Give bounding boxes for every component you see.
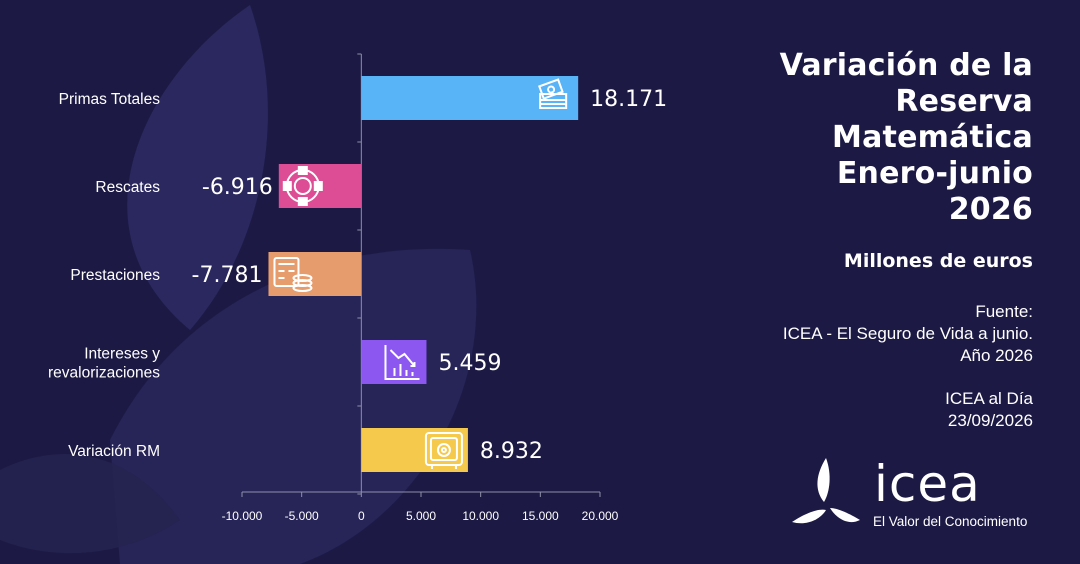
chart-title-line: Reserva xyxy=(895,84,1033,119)
x-tick-label: 15.000 xyxy=(522,509,559,523)
data-label: 18.171 xyxy=(590,87,667,112)
data-label: -7.781 xyxy=(192,263,263,288)
chart-subtitle: Millones de euros xyxy=(843,250,1033,272)
chart-title-line: 2026 xyxy=(948,192,1033,227)
publication-date: 23/09/2026 xyxy=(947,411,1033,430)
publication-name: ICEA al Día xyxy=(945,389,1033,408)
logo-wordmark: icea xyxy=(874,455,981,513)
category-label: Variación RM xyxy=(68,443,160,460)
category-label: revalorizaciones xyxy=(48,365,160,382)
bar xyxy=(268,252,362,296)
chart-title-line: Enero-junio xyxy=(836,156,1033,191)
bar xyxy=(361,340,427,384)
lifebuoy-icon xyxy=(282,166,323,206)
safe-icon xyxy=(424,432,463,469)
data-label: 8.932 xyxy=(480,439,543,464)
category-label: Intereses y xyxy=(84,346,160,363)
icea-logo-icon xyxy=(792,458,860,524)
category-label: Prestaciones xyxy=(70,267,160,284)
x-tick-label: 10.000 xyxy=(462,509,499,523)
title-block: Variación de la Reserva Matemática Enero… xyxy=(703,48,1033,272)
x-tick-label: 20.000 xyxy=(582,509,619,523)
x-tick-label: 0 xyxy=(358,509,365,523)
x-tick-label: 5.000 xyxy=(406,509,436,523)
icea-logo: icea El Valor del Conocimiento xyxy=(786,456,1046,536)
bar-chart: -10.000 -5.000 0 5.000 10.000 15.000 20.000 18.… xyxy=(48,53,667,523)
declining-chart-icon xyxy=(384,345,420,380)
bar xyxy=(361,76,579,120)
category-label: Primas Totales xyxy=(59,91,161,108)
chart-title-line: Matemática xyxy=(832,120,1033,155)
chart-title-line: Variación de la xyxy=(779,48,1033,83)
data-label: 5.459 xyxy=(438,351,501,376)
calculator-coins-icon xyxy=(273,257,313,292)
source-year: Año 2026 xyxy=(960,346,1033,365)
source-label: Fuente: xyxy=(975,302,1033,321)
data-label: -6.916 xyxy=(202,175,273,200)
source-text: ICEA - El Seguro de Vida a junio. xyxy=(782,324,1033,343)
x-tick-label: -5.000 xyxy=(285,509,319,523)
logo-tagline: El Valor del Conocimiento xyxy=(873,514,1028,529)
category-label: Rescates xyxy=(95,179,160,196)
x-tick-label: -10.000 xyxy=(222,509,263,523)
money-stack-icon xyxy=(538,78,568,109)
source-block: Fuente: ICEA - El Seguro de Vida a junio… xyxy=(703,301,1033,432)
